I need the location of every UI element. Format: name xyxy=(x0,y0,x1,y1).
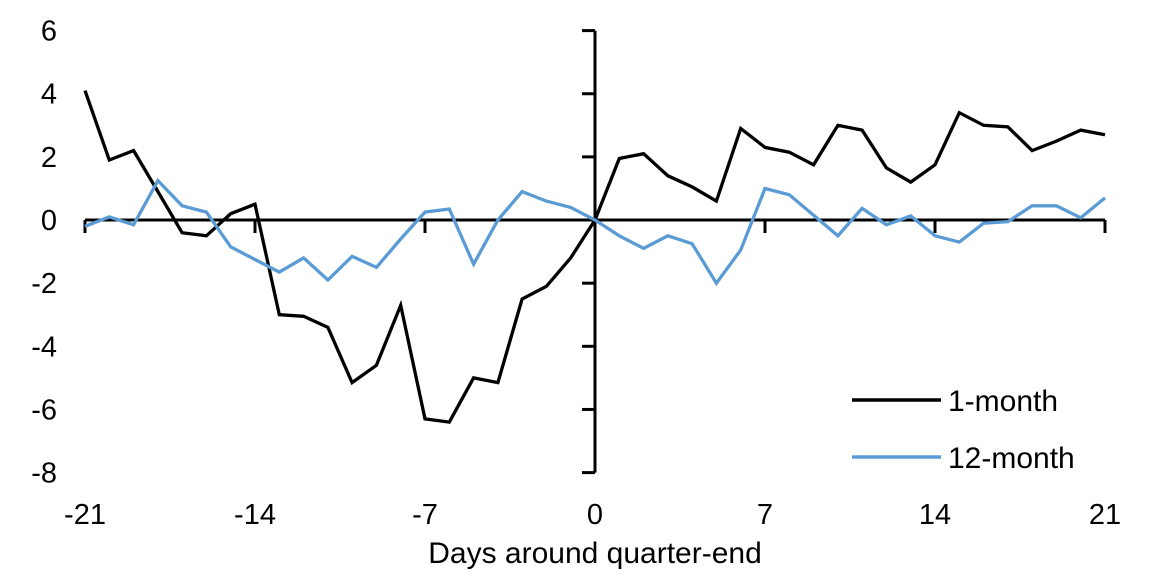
y-tick-label: -2 xyxy=(31,268,57,300)
series-line-12-month xyxy=(84,177,1107,287)
x-tick-label: -14 xyxy=(234,499,276,531)
x-tick-label: -21 xyxy=(64,499,106,531)
x-axis-title: Days around quarter-end xyxy=(428,537,762,570)
x-tick-label: -7 xyxy=(412,499,438,531)
legend: 1-month 12-month xyxy=(852,385,1075,475)
series-lines xyxy=(83,90,1107,424)
y-tick-label: 4 xyxy=(41,79,57,111)
y-tick-label: -6 xyxy=(31,394,57,426)
y-tick-label: 6 xyxy=(41,16,57,48)
y-tick-label: 0 xyxy=(41,205,57,237)
x-tick-label: 21 xyxy=(1089,499,1121,531)
legend-label-1-month: 1-month xyxy=(948,385,1058,418)
y-tick-label: 2 xyxy=(41,142,57,174)
x-tick-label: 7 xyxy=(757,499,773,531)
legend-label-12-month: 12-month xyxy=(948,442,1075,475)
y-tick-label: -4 xyxy=(31,331,57,363)
y-tick-label: -8 xyxy=(31,458,57,490)
x-tick-label: 0 xyxy=(587,499,603,531)
axis-tick-labels: -21 -14 -7 0 7 14 21 6 4 2 0 -2 -4 -6 -8 xyxy=(31,16,1121,531)
x-tick-label: 14 xyxy=(919,499,951,531)
